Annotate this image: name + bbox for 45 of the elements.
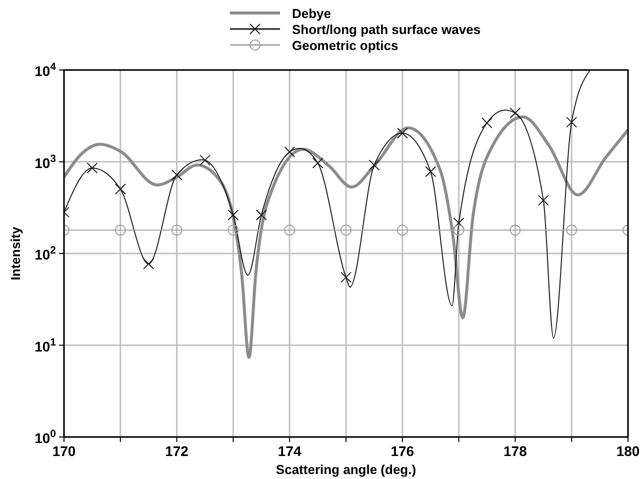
point: [566, 224, 578, 236]
x-axis-title: Scattering angle (deg.): [276, 462, 416, 477]
x-tick-label: 172: [165, 443, 189, 459]
x-tick-label: 174: [278, 443, 302, 459]
point: [510, 224, 521, 236]
x-tick-label: 170: [52, 443, 76, 459]
line-series: [64, 115, 628, 359]
point: [566, 116, 578, 128]
point: [312, 157, 324, 168]
point: [228, 224, 239, 236]
y-tick-label: 10$^{0}$: [34, 428, 56, 446]
y-tick-label: 10$^{3}$: [34, 152, 56, 171]
point: [510, 107, 521, 118]
point: [453, 224, 464, 236]
point: [340, 272, 352, 283]
legend-label: Debye: [292, 6, 332, 21]
y-tick-label: 10$^{1}$: [34, 336, 56, 354]
point: [396, 128, 408, 139]
point: [425, 166, 436, 178]
y-axis-title: Intensity: [8, 226, 23, 280]
legend-label: Geometric optics: [292, 38, 398, 53]
point: [340, 224, 352, 236]
point: [114, 183, 126, 194]
x-tick-label: 176: [390, 443, 414, 459]
point: [396, 224, 408, 236]
legend-label: Short/long path surface waves: [292, 22, 481, 37]
point: [482, 117, 492, 128]
point: [200, 154, 210, 166]
point: [171, 224, 182, 236]
y-tick-label: 10$^{2}$: [34, 244, 56, 262]
y-tick-label: 10$^{4}$: [34, 61, 56, 79]
point: [538, 194, 549, 206]
point: [284, 224, 296, 236]
point: [256, 209, 267, 220]
point: [171, 169, 182, 180]
point: [453, 218, 464, 228]
point: [284, 146, 296, 158]
point: [114, 224, 126, 236]
line-series: [64, 70, 591, 338]
x-tick-label: 178: [504, 443, 528, 459]
point: [86, 162, 98, 174]
point: [228, 209, 239, 220]
point: [143, 258, 154, 270]
x-tick-label: 180: [616, 443, 640, 459]
point: [368, 160, 380, 171]
